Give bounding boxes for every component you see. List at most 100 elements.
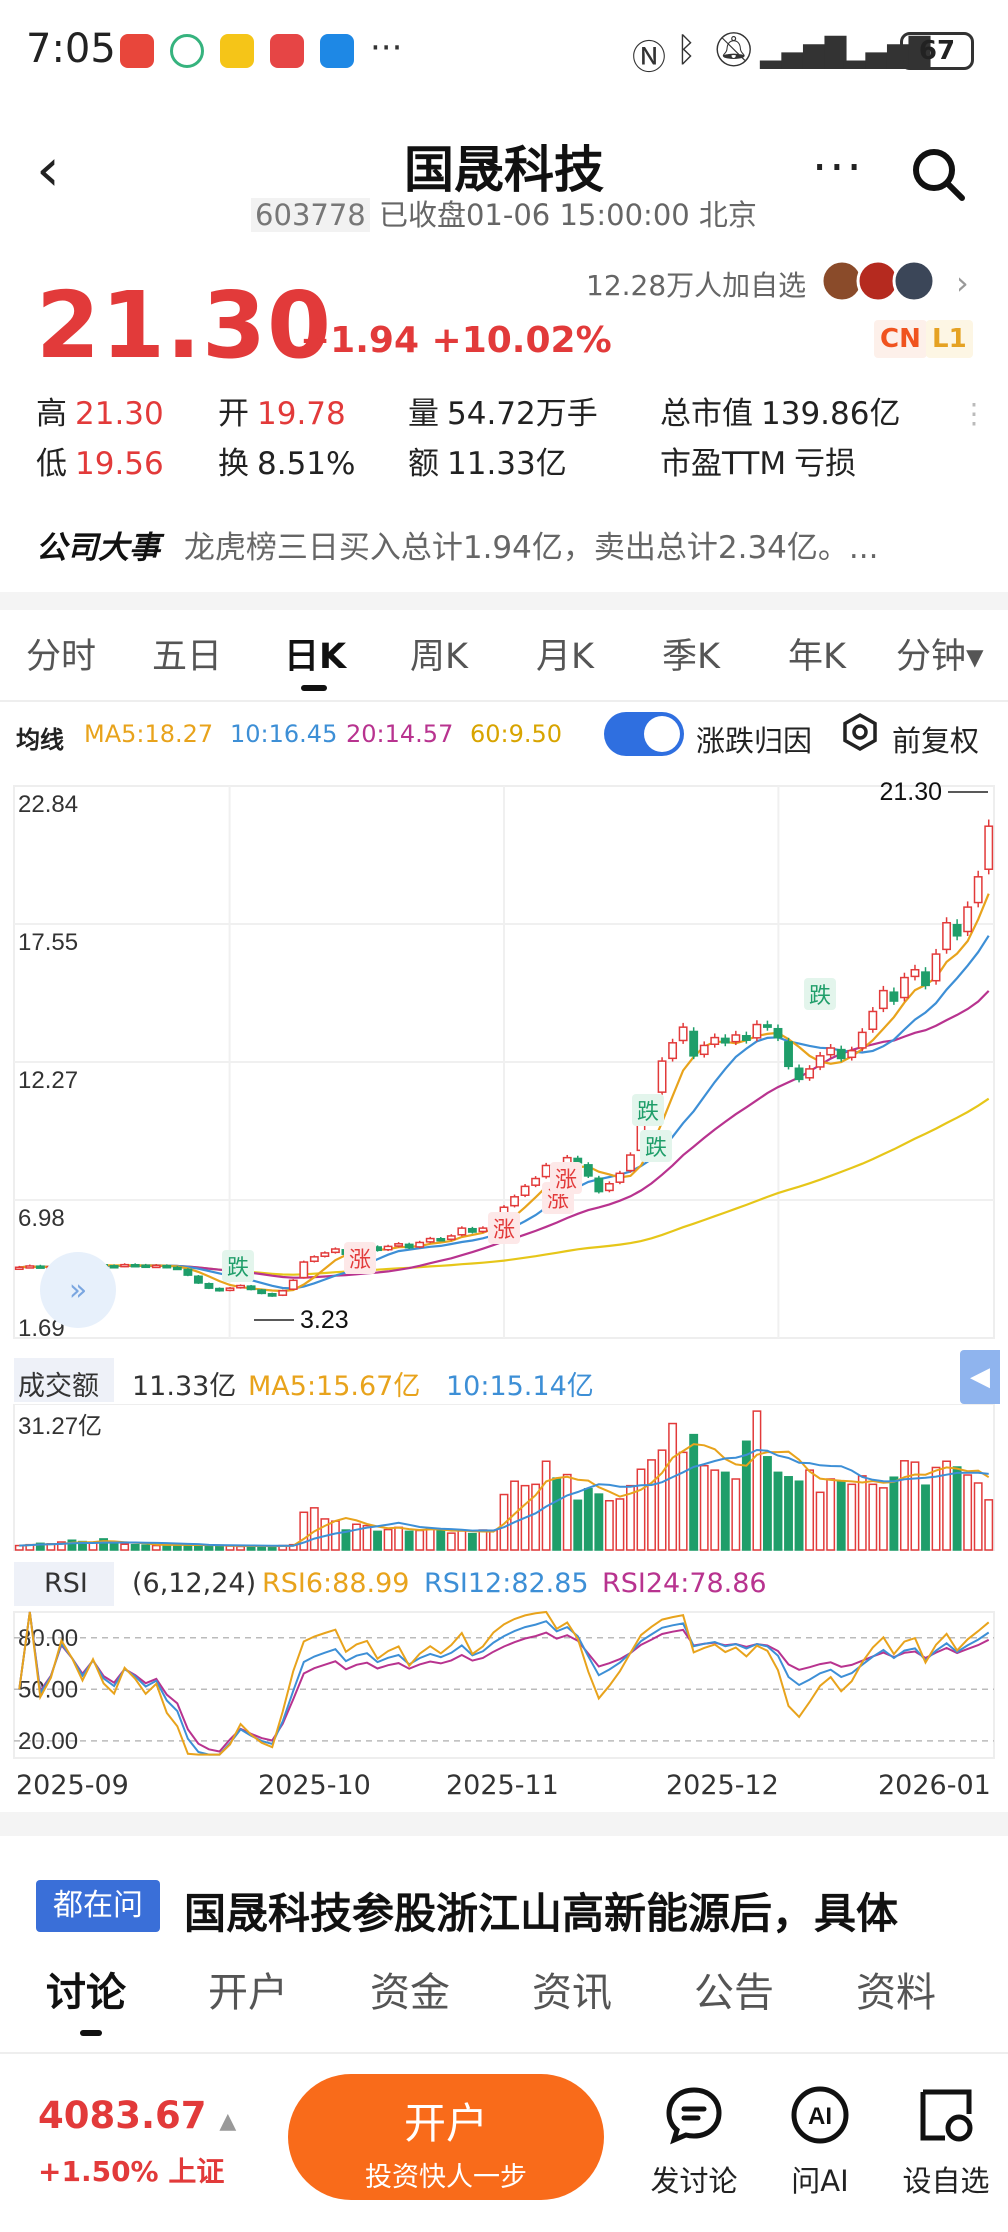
volume-bar <box>383 1528 393 1551</box>
rise-marker: 涨 <box>550 1162 582 1194</box>
candle <box>141 1264 151 1269</box>
chart-tab[interactable]: 日K <box>284 637 347 677</box>
candle <box>299 1261 309 1279</box>
candle <box>836 1048 846 1060</box>
candle <box>193 1275 203 1284</box>
volume-bar <box>141 1544 151 1551</box>
back-arrow-icon[interactable]: ‹ <box>36 135 60 205</box>
volume-bar <box>404 1530 414 1551</box>
marker-bg <box>222 1250 254 1282</box>
status-bar: 7:05 ··· Ⓝ ᛒ 🔕︎ ▂▄▆█ ▂▄▆█ 67 <box>0 0 1008 110</box>
chart-tab[interactable]: 周K <box>410 637 468 677</box>
volume-chart: 31.27亿 <box>13 1404 995 1551</box>
volume-bar <box>815 1491 825 1551</box>
price-adjust-label[interactable]: 前复权 <box>892 724 980 758</box>
candle <box>151 1264 161 1269</box>
chart-tab[interactable]: 年K <box>788 637 846 677</box>
volume-bar <box>583 1488 593 1551</box>
volume-bar <box>362 1524 372 1551</box>
candle <box>278 1290 288 1296</box>
x-tick-label: 2025-11 <box>446 1770 559 1801</box>
candle <box>689 1030 699 1057</box>
battery-indicator: 67 <box>900 32 974 70</box>
rsi-tick-label: 20.00 <box>18 1728 78 1755</box>
candle <box>815 1055 825 1068</box>
candle <box>678 1026 688 1042</box>
index-value[interactable]: 4083.67 ▲ <box>38 2094 237 2137</box>
marker-text: 涨 <box>493 1218 515 1243</box>
open-account-button[interactable]: 开户 投资快人一步 <box>288 2074 604 2200</box>
volume-bar <box>657 1449 667 1551</box>
add-watchlist-button[interactable]: 设自选 <box>896 2084 996 2200</box>
tab-underline <box>301 685 327 691</box>
more-options-icon[interactable]: ··· <box>812 140 864 196</box>
candle <box>889 991 899 1002</box>
stat-item: 市盈TTM 亏损 <box>660 438 856 483</box>
volume-bar <box>299 1511 309 1551</box>
rsi-label[interactable]: RSI <box>44 1568 88 1599</box>
watcher-avatars[interactable] <box>820 258 936 304</box>
search-icon[interactable] <box>910 146 966 202</box>
candlestick-chart[interactable]: 22.8417.5512.276.981.6921.303.23涨涨涨涨跌跌跌跌… <box>0 760 1008 1360</box>
add-watchlist-label: 设自选 <box>902 2164 990 2198</box>
watchers-count[interactable]: 12.28万人加自选 <box>586 269 807 302</box>
sub-tab[interactable]: 资讯 <box>532 1970 612 2016</box>
chevron-right-icon[interactable]: › <box>956 264 969 302</box>
volume-label[interactable]: 成交额 <box>18 1371 99 1402</box>
volume-bar <box>689 1433 699 1551</box>
y-tick-label: 12.27 <box>18 1067 78 1094</box>
volume-ma10: 10:15.14亿 <box>446 1371 594 1402</box>
marker-text: 跌 <box>227 1256 249 1281</box>
chart-tab[interactable]: 五日 <box>152 637 223 677</box>
volume-max-tick: 31.27亿 <box>18 1413 102 1440</box>
signal-1-icon: ▂▄▆█ <box>760 36 847 69</box>
candle <box>288 1279 298 1290</box>
company-event[interactable]: 公司大事 龙虎榜三日买入总计1.94亿，卖出总计2.34亿。... <box>36 522 878 567</box>
status-time: 7:05 <box>26 26 116 72</box>
stats-more-icon[interactable]: ⋮ <box>960 397 988 430</box>
post-discussion-button[interactable]: 发讨论 <box>644 2084 744 2200</box>
stat-value: 21.30 <box>75 396 164 432</box>
sub-tab[interactable]: 开户 <box>208 1970 288 2016</box>
chart-tab[interactable]: 季K <box>662 637 720 677</box>
x-tick-label: 2025-10 <box>258 1770 371 1801</box>
sub-tab[interactable]: 资金 <box>370 1970 450 2016</box>
news-headline[interactable]: 国晟科技参股浙江山高新能源后，具体 <box>184 1889 899 1938</box>
candle <box>510 1196 519 1207</box>
chart-tab[interactable]: 分时 <box>26 637 97 677</box>
sub-tab[interactable]: 资料 <box>856 1970 936 2016</box>
candle <box>183 1268 193 1276</box>
volume-bar <box>478 1529 488 1551</box>
price-change: +1.94 +10.02% <box>300 320 612 361</box>
volume-bar <box>457 1530 467 1551</box>
sub-tab[interactable]: 讨论 <box>46 1970 126 2016</box>
green-app-icon <box>170 34 204 68</box>
candle <box>963 906 973 933</box>
volume-bar <box>868 1483 878 1551</box>
x-tick-label: 2025-09 <box>16 1770 129 1801</box>
collapse-panel-icon[interactable]: ◀ <box>960 1350 1000 1404</box>
chart-tab[interactable]: 分钟▾ <box>896 637 984 677</box>
tab-divider <box>0 700 1008 702</box>
event-label: 公司大事 <box>36 530 160 566</box>
volume-bar <box>594 1493 604 1551</box>
marker-text: 跌 <box>637 1100 659 1125</box>
candle <box>826 1047 836 1056</box>
last-price: 21.30 <box>36 272 333 379</box>
candle <box>394 1243 404 1247</box>
volume-bar <box>720 1471 730 1551</box>
attribution-toggle[interactable] <box>604 712 684 756</box>
adjust-settings-icon[interactable] <box>840 712 880 752</box>
volume-bar <box>204 1545 214 1551</box>
index-change[interactable]: +1.50% 上证 <box>38 2155 225 2188</box>
candle <box>731 1034 741 1043</box>
candle <box>236 1284 245 1289</box>
ask-ai-button[interactable]: AI 问AI <box>770 2084 870 2200</box>
volume-bar <box>678 1451 688 1551</box>
stat-item: 额 11.33亿 <box>408 438 567 483</box>
x-tick-label: 2025-12 <box>666 1770 779 1801</box>
rsi6-value: RSI6:88.99 <box>262 1568 410 1599</box>
sub-tab[interactable]: 公告 <box>694 1970 774 2016</box>
chart-tab[interactable]: 月K <box>536 637 594 677</box>
volume-bar <box>14 1544 24 1551</box>
